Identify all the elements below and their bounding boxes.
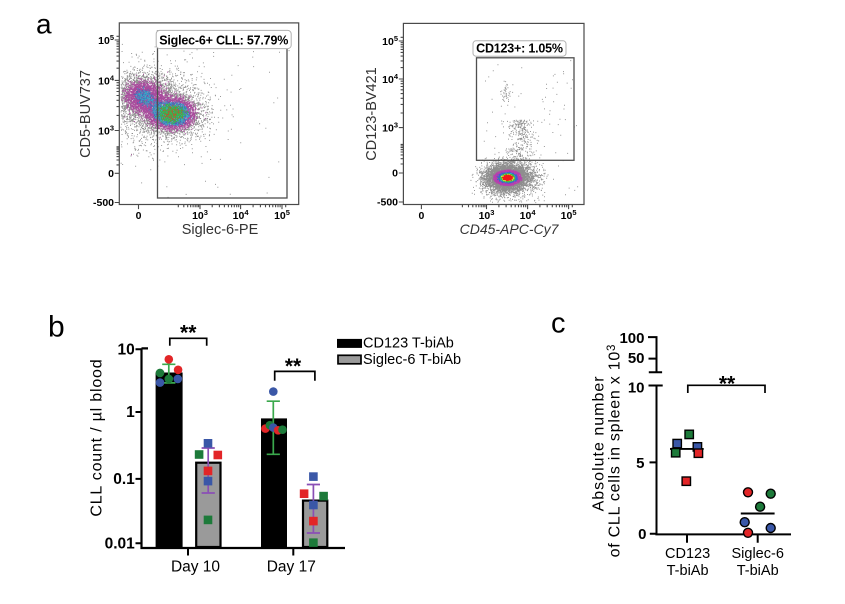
svg-text:c: c [551,307,566,339]
svg-text:0: 0 [418,210,424,222]
svg-text:of CLL cells in spleen x 103: of CLL cells in spleen x 103 [606,344,624,558]
svg-text:CD123+: 1.05%: CD123+: 1.05% [476,42,563,56]
svg-text:Day 10: Day 10 [171,559,220,576]
svg-text:CD5-BUV737: CD5-BUV737 [78,70,94,158]
svg-text:Day 17: Day 17 [267,559,316,576]
svg-text:**: ** [285,355,302,378]
svg-text:a: a [36,9,52,40]
svg-text:0: 0 [392,168,398,180]
svg-text:0: 0 [136,210,142,222]
svg-text:CD123 T-biAb: CD123 T-biAb [363,336,454,352]
svg-text:-500: -500 [377,197,398,209]
svg-text:10: 10 [118,342,135,359]
svg-text:Siglec-6: Siglec-6 [732,546,784,562]
svg-text:0.01: 0.01 [105,536,136,553]
svg-text:Absolute number: Absolute number [590,375,607,511]
svg-text:0: 0 [638,526,646,543]
svg-text:1: 1 [126,404,135,421]
svg-text:**: ** [180,322,197,345]
svg-text:Siglec-6+ CLL: 57.79%: Siglec-6+ CLL: 57.79% [159,33,288,47]
svg-text:CLL count / µl blood: CLL count / µl blood [89,359,106,517]
svg-text:T-biAb: T-biAb [667,563,709,579]
svg-text:T-biAb: T-biAb [737,563,779,579]
svg-text:Siglec-6-PE: Siglec-6-PE [182,222,259,238]
svg-text:10: 10 [628,380,645,397]
svg-text:CD123-BV421: CD123-BV421 [364,67,380,161]
svg-text:-500: -500 [93,197,114,209]
svg-text:0.1: 0.1 [113,471,135,488]
svg-text:**: ** [719,372,736,395]
svg-text:5: 5 [636,455,644,472]
svg-text:CD45-APC-Cy7: CD45-APC-Cy7 [460,221,560,237]
svg-text:Siglec-6 T-biAb: Siglec-6 T-biAb [363,352,461,368]
svg-text:0: 0 [108,168,114,180]
svg-text:50: 50 [628,350,645,367]
svg-text:CD123: CD123 [665,546,710,562]
svg-text:b: b [48,311,65,344]
svg-text:100: 100 [619,330,644,347]
